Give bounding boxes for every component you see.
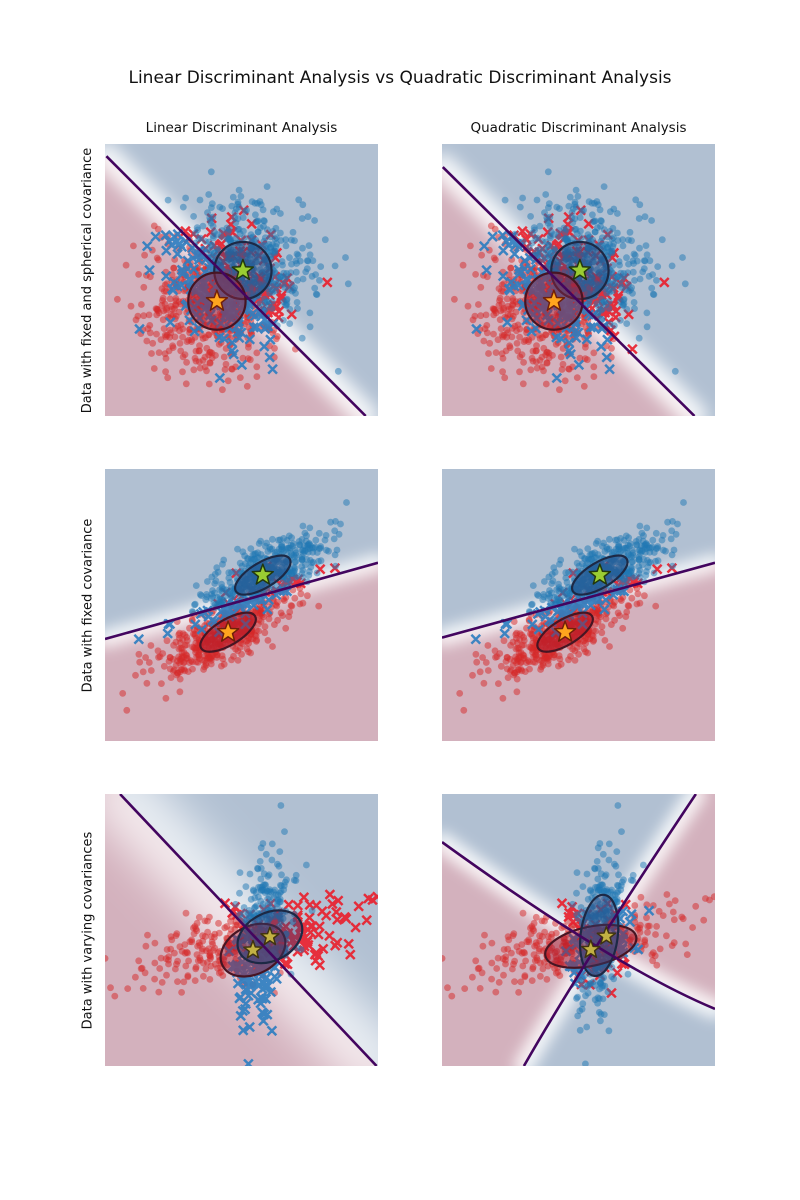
class-mean-star-green	[568, 258, 592, 281]
row-label-varying-covariances: Data with varying covariances	[74, 794, 102, 1066]
plot-canvas	[105, 144, 378, 416]
figure-title: Linear Discriminant Analysis vs Quadrati…	[128, 68, 672, 88]
class-mean-star-green	[588, 563, 612, 585]
decision-boundary-line	[442, 166, 696, 416]
row-label-spherical-covariance: Data with fixed and spherical covariance	[74, 144, 102, 416]
plot-canvas	[105, 469, 378, 741]
subplot-qda-fixed	[442, 469, 715, 741]
crosses-blue	[134, 228, 279, 384]
class-mean-star-orange	[205, 289, 229, 311]
class-mean-star-orange	[216, 620, 240, 642]
class-mean-star-khaki	[243, 939, 263, 959]
decision-boundary-line	[442, 561, 715, 639]
plot-canvas	[442, 469, 715, 741]
class-mean-star-orange	[542, 289, 566, 311]
row-label-text: Data with fixed and spherical covariance	[80, 147, 96, 413]
class-mean-star-green	[251, 563, 275, 585]
class-mean-star-orange	[553, 620, 577, 642]
column-title-qda: Quadratic Discriminant Analysis	[470, 120, 687, 136]
subplot-qda-varying	[442, 794, 715, 1066]
plot-canvas	[442, 794, 715, 1066]
decision-boundary-line	[105, 561, 378, 641]
class-mean-star-khaki	[260, 926, 280, 946]
subplot-lda-varying	[105, 794, 378, 1066]
decision-boundary-line	[105, 155, 367, 416]
row-label-fixed-covariance: Data with fixed covariance	[74, 469, 102, 741]
decision-boundary-line	[119, 794, 378, 1066]
row-label-text: Data with varying covariances	[80, 831, 96, 1029]
plot-canvas	[442, 144, 715, 416]
plot-canvas	[105, 794, 378, 1066]
subplot-qda-spherical	[442, 144, 715, 416]
subplot-lda-spherical	[105, 144, 378, 416]
column-title-lda: Linear Discriminant Analysis	[145, 120, 338, 136]
row-label-text: Data with fixed covariance	[80, 518, 96, 692]
subplot-lda-fixed	[105, 469, 378, 741]
class-mean-star-green	[231, 258, 255, 281]
class-mean-star-khaki	[596, 926, 617, 945]
class-mean-star-khaki	[580, 939, 601, 959]
